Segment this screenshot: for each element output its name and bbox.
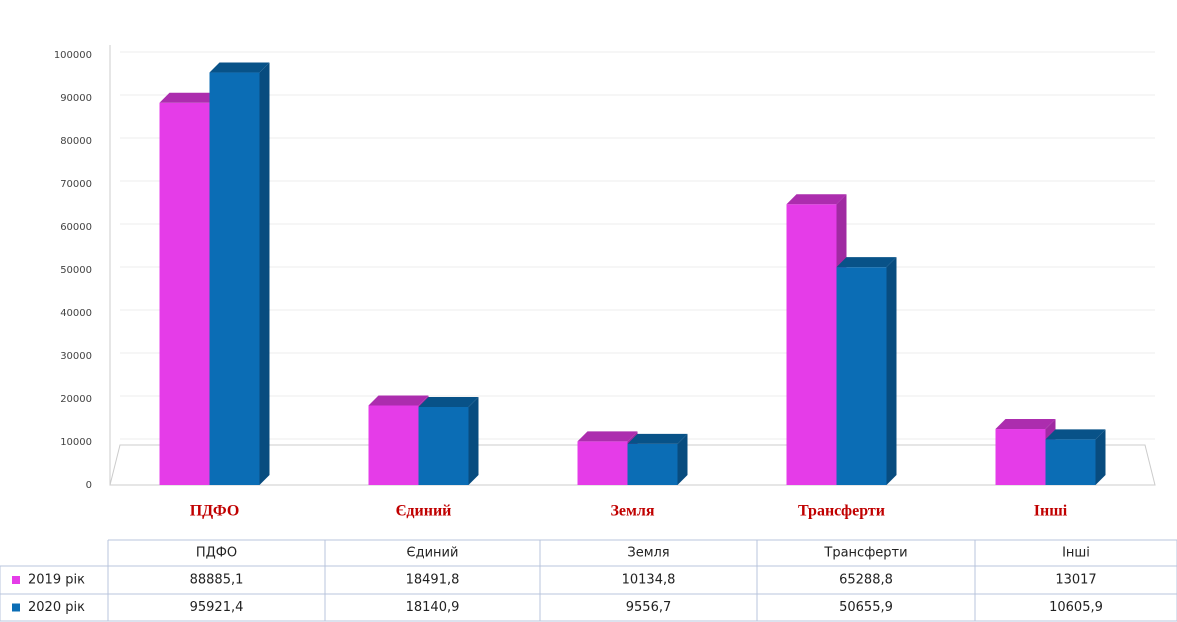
y-tick-label: 70000 bbox=[60, 179, 92, 190]
bar bbox=[627, 433, 688, 485]
y-tick-label: 90000 bbox=[60, 93, 92, 104]
bar-top bbox=[368, 395, 429, 406]
bar bbox=[209, 62, 270, 486]
bar-front bbox=[159, 102, 210, 485]
y-tick-label: 10000 bbox=[60, 437, 92, 448]
bar-top bbox=[209, 62, 270, 73]
table-cell: 88885,1 bbox=[190, 573, 244, 588]
table-cell: 18491,8 bbox=[406, 573, 460, 588]
y-tick-label: 100000 bbox=[54, 50, 92, 61]
bar-top bbox=[418, 396, 479, 407]
bar-top bbox=[159, 92, 220, 103]
table-cell: 65288,8 bbox=[839, 573, 893, 588]
bar bbox=[368, 395, 429, 485]
legend-label: 2020 рік bbox=[28, 600, 85, 615]
table-cell: 10605,9 bbox=[1049, 600, 1103, 615]
bar-front bbox=[1045, 439, 1096, 485]
table-cell: 95921,4 bbox=[190, 600, 244, 615]
legend-swatch bbox=[12, 603, 20, 612]
bar-front bbox=[577, 441, 628, 485]
table-header: Земля bbox=[627, 546, 669, 561]
table-cell: 13017 bbox=[1055, 573, 1096, 588]
table-header: ПДФО bbox=[196, 546, 237, 561]
x-tick-label: Земля bbox=[610, 503, 654, 520]
table-cell: 50655,9 bbox=[839, 600, 893, 615]
y-tick-label: 50000 bbox=[60, 265, 92, 276]
bar-top bbox=[995, 419, 1056, 430]
bar-top bbox=[577, 431, 638, 442]
x-tick-label: ПДФО bbox=[190, 503, 240, 520]
bar bbox=[418, 396, 479, 485]
bar-front bbox=[836, 267, 887, 485]
table-cell: 9556,7 bbox=[626, 600, 672, 615]
bar-top bbox=[627, 433, 688, 444]
y-tick-label: 20000 bbox=[60, 394, 92, 405]
bar-side bbox=[468, 396, 479, 485]
bar-front bbox=[368, 405, 419, 485]
table-header: Інші bbox=[1062, 546, 1090, 561]
y-tick-label: 30000 bbox=[60, 351, 92, 362]
y-tick-label: 80000 bbox=[60, 136, 92, 147]
bar-side bbox=[677, 433, 688, 485]
bar-front bbox=[995, 429, 1046, 485]
bar-side bbox=[259, 62, 270, 486]
table-cell: 18140,9 bbox=[406, 600, 460, 615]
bar bbox=[1045, 429, 1106, 485]
bar-front bbox=[209, 72, 260, 486]
y-tick-label: 40000 bbox=[60, 308, 92, 319]
bar-front bbox=[418, 406, 469, 485]
bar bbox=[836, 257, 897, 485]
x-tick-label: Трансферти bbox=[798, 503, 885, 520]
bar-front bbox=[786, 204, 837, 485]
y-tick-label: 0 bbox=[86, 480, 92, 491]
legend-label: 2019 рік bbox=[28, 573, 85, 588]
bar-side bbox=[1095, 429, 1106, 485]
x-tick-label: Єдиний bbox=[396, 503, 452, 520]
y-tick-label: 60000 bbox=[60, 222, 92, 233]
legend-swatch bbox=[12, 576, 20, 584]
bar-top bbox=[836, 257, 897, 268]
bar-top bbox=[1045, 429, 1106, 440]
bar-top bbox=[786, 194, 847, 205]
table-cell: 10134,8 bbox=[622, 573, 676, 588]
table-header: Єдиний bbox=[407, 546, 459, 561]
bar-side bbox=[886, 257, 897, 485]
x-tick-label: Інші bbox=[1034, 503, 1068, 520]
table-header: Трансферти bbox=[823, 546, 907, 561]
bar-front bbox=[627, 443, 678, 485]
